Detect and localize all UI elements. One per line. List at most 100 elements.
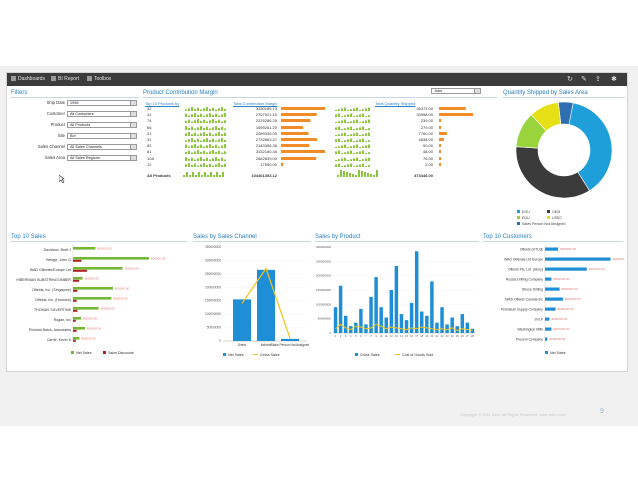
qty-sparkline-bar [362,126,364,130]
qty-sparkline-bar [356,157,358,161]
qty-sparkline-bar [335,151,337,155]
sparkline-bar [203,151,205,155]
sparkline-bar [212,146,214,149]
toolbar-item-dashboards[interactable]: Dashboards [11,75,45,84]
sparkline-bar [191,138,193,142]
chevron-down-icon [130,112,136,116]
toolbar-item-bi-report[interactable]: BI Report [51,75,79,84]
filter-value: All Customers [70,112,94,116]
legend-swatch [545,351,548,354]
header-products[interactable]: Top 10 Products by [145,101,180,106]
chevron-down-icon [130,134,136,138]
sparkline-bar [218,146,220,149]
toolbar-item-toolbox[interactable]: Toolbox [87,75,111,84]
filter-sales-channel-select[interactable]: All Sales Channels [67,144,137,150]
customer-label: Pictorial Batch, Associates [29,328,71,332]
gross-sales-bar [394,265,399,333]
sparkline-bar [221,164,223,167]
toolbar-item-label: Dashboards [18,76,45,82]
total-spark-bar [183,175,185,177]
qty-sparkline-bar [362,163,364,167]
qty-sparkline-bar [350,113,352,118]
product-margin-select[interactable]: Jobs [431,88,481,94]
product-margin-value: 2225286.25 [255,118,277,124]
donut-legend-item: OEM [547,203,560,221]
qty-sparkline-bar [347,147,349,149]
header-qty[interactable]: Total Quantity Shipped [375,101,416,106]
gross-sales-bar [389,290,394,333]
product-id[interactable]: 61 [147,149,152,155]
sparkline-bar [221,114,223,118]
product-id[interactable]: 74 [147,118,152,124]
product-id[interactable]: 82 [147,143,152,149]
sales-product-divider [315,241,479,242]
product-id[interactable]: 10A [147,155,155,161]
discount-bar [73,259,82,262]
product-id[interactable]: 32 [147,106,152,111]
product-margin-title: Product Contribution Margin [143,90,218,96]
sparkline-bar [215,125,217,130]
net-sales-bar [545,257,611,261]
y-tick-label: 0 [219,339,221,343]
value-label: $000000.00 [553,277,569,281]
legend-swatch [517,210,520,214]
sparkline-bar [209,108,211,111]
sparkline-bar [206,121,208,124]
net-sales-bar [545,277,552,281]
qty-bar-svg [439,107,466,110]
qty-sparkline-bar [359,151,361,155]
customer-label: Petroleum Supply Company [501,308,544,312]
margin-bar [281,144,310,148]
edit-icon[interactable]: ✎ [581,76,587,83]
header-margin[interactable]: Total Contribution Margin [233,101,278,106]
sparkline-bar [194,113,196,118]
filter-site-select[interactable]: Bor [67,133,137,139]
qty-sparkline-bar [335,164,337,167]
product-id[interactable]: 66 [147,124,152,130]
sparkline-bar [188,151,190,155]
sparkline-bar [188,131,190,136]
top10-sales-chart: Davidson, Brett J $00000.00 Wedge, John G $… [16,245,166,355]
customer-label: WAD Gillerate Ltd Europe [504,258,543,262]
qty-bar [439,150,441,154]
chevron-down-icon [130,145,136,149]
filter-product-select[interactable]: All Products [67,122,137,128]
sparkline-bar [191,145,193,149]
sparkline-bar [212,165,214,167]
category-label: Indirect [261,343,272,347]
filter-ship-date-select[interactable]: 1998 [67,100,137,106]
product-id[interactable]: 31 [147,137,152,142]
y-tick-label: 200000000 [205,285,221,289]
sparkline-bar [194,108,196,111]
qty-sparkline-bar [356,119,358,124]
qty-sparkline-bar [338,163,340,167]
donut-legend-item: Sales Person Not Assigned [517,215,566,233]
net-sales-bar [73,277,83,280]
filter-sales-area-select[interactable]: All Sales Regions [67,155,137,161]
qty-sparkline-bar [368,152,370,155]
refresh-icon[interactable]: ↻ [567,76,573,83]
net-sales-bar [281,338,299,341]
share-icon[interactable]: ⇪ [595,76,601,83]
x-tick-label: 21 [436,334,439,338]
qty-sparkline-bar [341,128,343,130]
filter-label: Sales Area [44,155,65,160]
filter-value: All Products [70,123,91,127]
qty-sparkline-bar [350,150,352,155]
product-id[interactable]: 41 [147,112,152,118]
gear-icon[interactable]: ✱ [611,76,617,83]
qty-sparkline-bar [344,157,346,161]
sparkline-bar [185,133,187,136]
sparkline-bar [224,108,226,111]
qty-sparkline-bar [368,144,370,149]
product-id[interactable]: 21 [147,130,152,136]
qty-sparkline-bar [347,126,349,130]
total-spark-bar [376,170,378,177]
y-tick-label: 0 [329,331,331,335]
product-qty-value: 239.00 [420,118,433,124]
customer-label: WAD Ofteids Canada Inc [505,298,543,302]
legend-swatch [71,351,74,354]
filter-customer-select[interactable]: All Customers [67,111,137,117]
product-id[interactable]: 12 [147,161,152,167]
value-label: $000000.00 [560,247,576,251]
